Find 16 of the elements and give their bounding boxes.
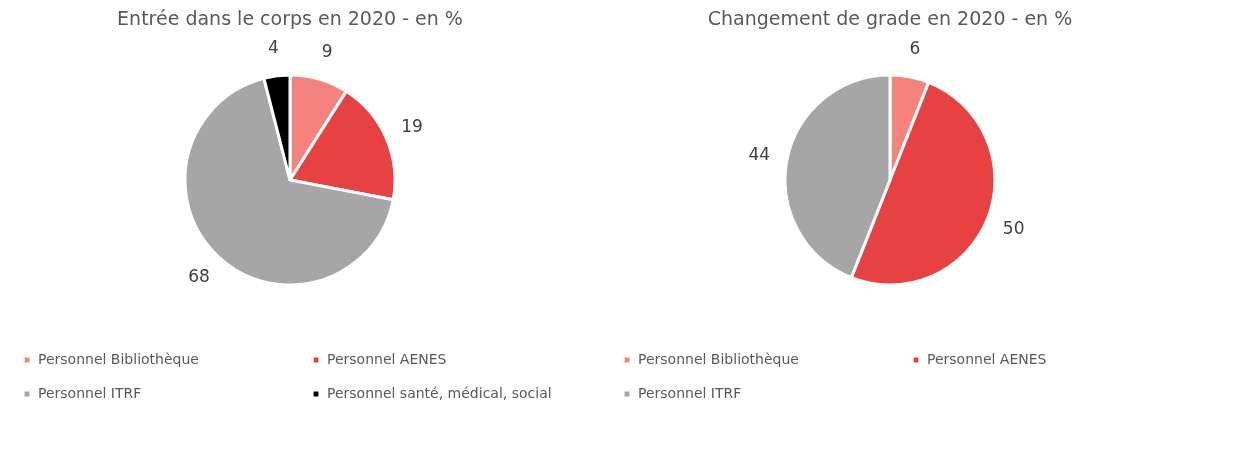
legend-label: Personnel santé, médical, social	[327, 385, 552, 401]
chart-title: Changement de grade en 2020 - en %	[707, 7, 1073, 29]
data-label: 68	[188, 265, 210, 286]
legend-label: Personnel ITRF	[638, 385, 742, 401]
legend-label: Personnel AENES	[927, 351, 1047, 367]
data-label: 6	[909, 38, 921, 59]
legend-label: Personnel Bibliothèque	[38, 351, 199, 367]
legend-label: Personnel AENES	[327, 351, 447, 367]
data-label: 50	[1002, 217, 1025, 238]
data-label: 4	[267, 37, 279, 58]
data-label: 19	[401, 116, 423, 137]
legend-label: Personnel ITRF	[38, 385, 142, 401]
legend-label: Personnel Bibliothèque	[638, 351, 799, 367]
data-label: 9	[321, 41, 333, 62]
data-label: 44	[748, 144, 771, 165]
chart-title: Entrée dans le corps en 2020 - en %	[117, 7, 463, 29]
